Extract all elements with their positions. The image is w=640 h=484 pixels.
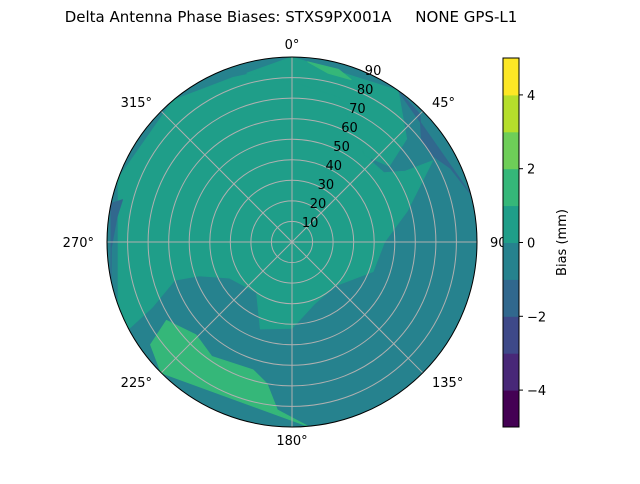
r-tick-label-60: 60 [341,121,358,136]
contour-region-2 [307,61,352,81]
theta-tick-label-270: 270° [63,236,94,251]
colorbar-segment-5 [503,205,519,243]
theta-tick-label-0: 0° [285,38,300,53]
grid-spoke-45 [291,110,424,243]
r-tick-label-20: 20 [310,197,327,212]
colorbar-segment-1 [503,353,519,391]
colorbar-segment-7 [503,131,519,170]
colorbar-segment-8 [503,94,519,133]
colorbar-segment-0 [503,390,519,428]
chart-title: Delta Antenna Phase Biases: STXS9PX001A … [64,8,518,26]
colorbar-label: Bias (mm) [555,209,570,276]
colorbar-segment-2 [503,316,519,354]
colorbar-segment-3 [503,279,519,317]
r-tick-label-40: 40 [326,159,343,174]
colorbar: −4 −2 0 2 4 Bias (mm) [502,57,570,428]
colorbar-tick-label-0: −4 [527,384,546,399]
r-tick-label-90: 90 [365,64,382,79]
colorbar-tick-label-2: 0 [527,237,535,252]
contour-region-3 [150,319,309,427]
colorbar-tick-label-4: 4 [527,89,535,104]
grid-spoke-225 [160,241,293,374]
r-tick-label-10: 10 [302,216,319,231]
theta-tick-label-135: 135° [432,376,463,391]
grid-spoke-315 [160,110,293,243]
r-tick-label-30: 30 [318,178,335,193]
colorbar-segment-9 [503,58,519,96]
grid-spoke-135 [291,241,424,374]
theta-tick-label-180: 180° [276,434,307,449]
contour-region-4 [110,199,123,281]
r-tick-label-70: 70 [349,102,366,117]
theta-tick-label-225: 225° [121,376,152,391]
polar-plot: 1020304050607080900°45°90°135°180°225°27… [63,38,513,449]
theta-tick-label-45: 45° [432,96,455,111]
theta-tick-label-315: 315° [121,96,152,111]
r-tick-label-80: 80 [357,83,374,98]
r-tick-label-50: 50 [333,140,350,155]
contour-region-1 [246,57,408,167]
colorbar-tick-label-1: −2 [527,310,546,325]
polar-frame [106,56,478,428]
colorbar-tick-label-3: 2 [527,163,535,178]
colorbar-segment-6 [503,168,519,207]
colorbar-segment-4 [503,242,519,280]
